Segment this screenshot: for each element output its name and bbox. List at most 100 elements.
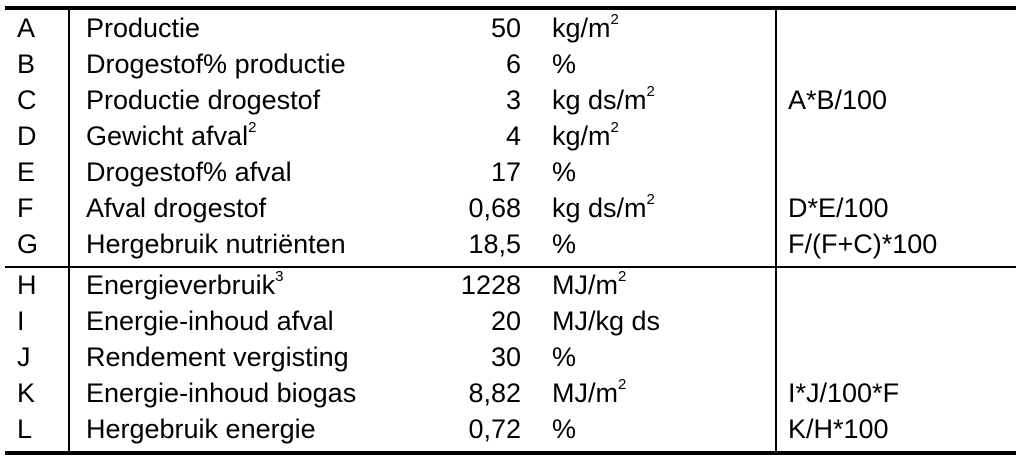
row-description-cell-text: Rendement vergisting [86, 342, 349, 372]
row-value-cell-text: 4 [505, 121, 521, 151]
row-unit-cell-text: kg ds/m [552, 193, 647, 223]
row-formula-cell-text: D*E/100 [788, 193, 889, 223]
row-unit-cell-text: % [552, 157, 577, 187]
row-unit-cell-text: % [552, 229, 577, 259]
table-row: G Hergebruik nutriënten 18,5% F/(F+C)*100 [5, 226, 1016, 262]
row-value-cell-text: 8,82 [468, 378, 521, 408]
row-letter-cell-text: G [17, 229, 39, 259]
row-value-cell-text: 6 [505, 49, 521, 79]
table-top-rule [5, 6, 1016, 10]
row-unit-cell: % [552, 339, 772, 375]
row-value-cell: 50 [435, 10, 521, 46]
row-value-cell-text: 0,68 [468, 193, 521, 223]
row-unit-cell-superscript: 2 [646, 191, 655, 208]
row-value-cell: 17 [435, 154, 521, 190]
row-description-cell: Energie-inhoud afval [86, 303, 486, 339]
row-value-cell: 6 [435, 46, 521, 82]
row-unit-cell: MJ/m2 [552, 267, 772, 303]
row-formula-cell: K/H*100 [788, 411, 1013, 447]
row-letter-cell-text: B [17, 49, 36, 79]
row-description-cell: Drogestof% productie [86, 46, 486, 82]
row-description-cell: Energieverbruik3 [86, 267, 486, 303]
row-unit-cell: % [552, 46, 772, 82]
row-unit-cell-text: kg/m [552, 121, 611, 151]
row-description-cell: Hergebruik energie [86, 411, 486, 447]
row-unit-cell: kg ds/m2 [552, 190, 772, 226]
row-description-cell-text: Productie [86, 13, 201, 43]
row-unit-cell: % [552, 154, 772, 190]
row-value-cell-text: 20 [490, 306, 521, 336]
table-row: K Energie-inhoud biogas 8,82 MJ/m2 I*J/100*F [5, 375, 1016, 411]
row-description-cell-text: Drogestof% afval [86, 157, 292, 187]
row-letter-cell: K [17, 375, 57, 411]
row-unit-cell-text: % [552, 342, 577, 372]
row-unit-cell-superscript: 2 [617, 376, 627, 393]
row-value-cell-text: 50 [490, 13, 521, 43]
row-description-cell: Rendement vergisting [86, 339, 486, 375]
row-description-cell-text: Hergebruik energie [86, 414, 316, 444]
row-value-cell: 30 [435, 339, 521, 375]
row-value-cell: 8,82 [435, 375, 521, 411]
table-row: I Energie-inhoud afval 20 MJ/kg ds [5, 303, 1016, 339]
row-unit-cell-text: MJ/kg ds [552, 306, 661, 336]
row-unit-cell: MJ/m2 [552, 375, 772, 411]
column-divider-formula [775, 10, 777, 451]
row-letter-cell: F [17, 190, 57, 226]
row-unit-cell: kg/m2 [552, 118, 772, 154]
row-description-cell-text: Gewicht afval [86, 121, 249, 151]
row-description-cell-text: Energieverbruik [86, 270, 276, 300]
row-letter-cell-text: D [17, 121, 37, 151]
row-value-cell-text: 0,72 [468, 414, 521, 444]
row-letter-cell-text: K [17, 378, 36, 408]
row-unit-cell-superscript: 2 [610, 119, 619, 136]
row-description-cell-text: Energie-inhoud biogas [86, 378, 357, 408]
row-letter-cell: G [17, 226, 57, 262]
row-letter-cell: C [17, 82, 57, 118]
row-formula-cell: F/(F+C)*100 [788, 226, 1013, 262]
row-description-cell: Drogestof% afval [86, 154, 486, 190]
row-value-cell: 4 [435, 118, 521, 154]
row-letter-cell: B [17, 46, 57, 82]
row-unit-cell-text: MJ/m [552, 378, 618, 408]
table-row: D Gewicht afval2 4 kg/m2 [5, 118, 1016, 154]
row-unit-cell-text: MJ/m [552, 270, 618, 300]
row-description-cell: Gewicht afval2 [86, 118, 486, 154]
row-unit-cell-text: % [552, 49, 577, 79]
row-value-cell-text: 3 [505, 85, 521, 115]
row-letter-cell-text: H [17, 270, 37, 300]
row-letter-cell: I [17, 303, 57, 339]
row-value-cell: 3 [435, 82, 521, 118]
column-divider-letter [68, 10, 70, 451]
row-formula-cell-text: I*J/100*F [788, 378, 900, 408]
row-description-cell: Energie-inhoud biogas [86, 375, 486, 411]
table-row: H Energieverbruik3 1228 MJ/m2 [5, 267, 1016, 303]
row-letter-cell-text: I [17, 306, 25, 336]
row-letter-cell: L [17, 411, 57, 447]
row-formula-cell: A*B/100 [788, 82, 1013, 118]
row-description-cell-text: Hergebruik nutriënten [86, 229, 346, 259]
row-letter-cell: D [17, 118, 57, 154]
row-letter-cell: J [17, 339, 57, 375]
row-description-cell: Productie [86, 10, 486, 46]
row-description-cell-text: Energie-inhoud afval [86, 306, 334, 336]
row-description-cell: Productie drogestof [86, 82, 486, 118]
row-description-cell: Hergebruik nutriënten [86, 226, 486, 262]
row-unit-cell-superscript: 2 [610, 11, 619, 28]
table-row: E Drogestof% afval 17% [5, 154, 1016, 190]
section-divider-rule [5, 266, 1016, 268]
calculation-table: A Productie 50 kg/m2 B Drogestof% productie 6%… [5, 6, 1016, 455]
row-value-cell-text: 18,5 [468, 229, 521, 259]
row-formula-cell: I*J/100*F [788, 375, 1013, 411]
row-value-cell: 0,68 [435, 190, 521, 226]
row-description-cell: Afval drogestof [86, 190, 486, 226]
row-unit-cell-superscript: 2 [617, 268, 627, 285]
row-value-cell: 18,5 [435, 226, 521, 262]
row-description-cell-superscript: 3 [275, 268, 284, 285]
row-unit-cell: % [552, 226, 772, 262]
row-letter-cell-text: C [17, 85, 37, 115]
row-formula-cell-text: F/(F+C)*100 [788, 229, 938, 259]
row-unit-cell-superscript: 2 [646, 83, 655, 100]
table-row: L Hergebruik energie 0,72% K/H*100 [5, 411, 1016, 447]
row-letter-cell-text: F [17, 193, 34, 223]
table-row: A Productie 50 kg/m2 [5, 10, 1016, 46]
